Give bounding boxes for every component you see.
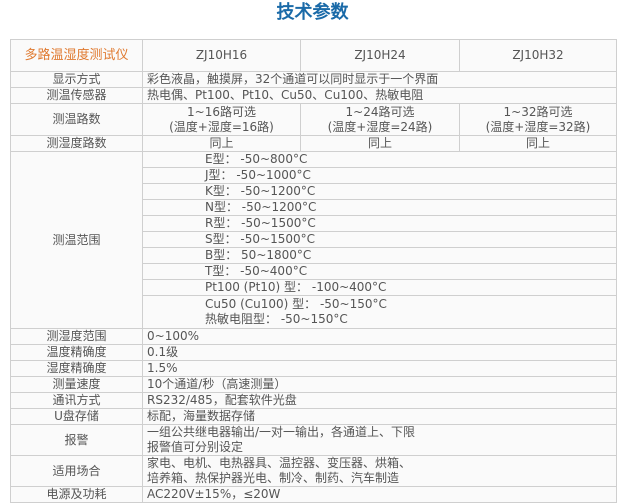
range-item: Cu50 (Cu100) 型： -50~150°C 热敏电阻型： -50~150°… — [142, 295, 617, 329]
range-item: J型： -50~1000°C — [142, 167, 617, 184]
row-value: 10个通道/秒（高速测量） — [142, 376, 617, 393]
row-value: 1~24路可选 (温度+湿度=24路) — [300, 103, 460, 136]
table-row: 测量速度 10个通道/秒（高速测量） — [10, 376, 617, 393]
range-item: N型： -50~1200°C — [142, 199, 617, 216]
row-label: 报警 — [10, 424, 143, 456]
row-label: 测温范围 — [10, 151, 143, 329]
table-row: 报警 一组公共继电器输出/一对一输出，各通道上、下限 报警值可分别设定 — [10, 424, 617, 456]
row-label: 测量速度 — [10, 376, 143, 393]
row-label: 测湿度路数 — [10, 135, 143, 152]
channel-note: (温度+湿度=24路) — [327, 119, 433, 134]
table-row: 测湿度范围 0~100% — [10, 328, 617, 345]
row-value: 0.1级 — [142, 344, 617, 361]
row-value: 彩色液晶，触摸屏，32个通道可以同时显示于一个界面 — [142, 71, 617, 88]
range-line: 热敏电阻型： -50~150°C — [205, 312, 348, 326]
row-label: 电源及功耗 — [10, 486, 143, 503]
header-row: 多路温湿度测试仪 ZJ10H16 ZJ10H24 ZJ10H32 — [10, 39, 617, 72]
range-item: K型： -50~1200°C — [142, 183, 617, 200]
row-label: 显示方式 — [10, 71, 143, 88]
channel-option: 1~24路可选 — [345, 104, 415, 119]
table-row: Cu50 (Cu100) 型： -50~150°C 热敏电阻型： -50~150°… — [11, 295, 617, 329]
row-label: 湿度精确度 — [10, 360, 143, 377]
row-value: AC220V±15%，≤20W — [142, 486, 617, 503]
spec-table: 多路温湿度测试仪 ZJ10H16 ZJ10H24 ZJ10H32 显示方式 彩色液… — [10, 39, 617, 503]
row-value: 热电偶、Pt100、Pt10、Cu50、Cu100、热敏电阻 — [142, 87, 617, 104]
table-row: 适用场合 家电、电机、电热器具、温控器、变压器、烘箱、 培养箱、热保护器光电、制冷、… — [10, 455, 617, 487]
model-2: ZJ10H24 — [300, 39, 460, 72]
range-item: B型： 50~1800°C — [142, 247, 617, 264]
value-line: 一组公共继电器输出/一对一输出，各通道上、下限 — [147, 425, 416, 440]
row-label: 通讯方式 — [10, 392, 143, 409]
range-item: Pt100 (Pt10) 型： -100~400°C — [142, 279, 617, 296]
row-value: 同上 — [142, 135, 301, 152]
row-value: 同上 — [300, 135, 460, 152]
row-label: U盘存储 — [10, 408, 143, 425]
range-item: S型： -50~1500°C — [142, 231, 617, 248]
table-row: S型： -50~1500°C — [11, 231, 617, 248]
table-row: 湿度精确度 1.5% — [10, 360, 617, 377]
range-item: R型： -50~1500°C — [142, 215, 617, 232]
table-row: 测湿度路数 同上 同上 同上 — [10, 135, 617, 152]
table-row: U盘存储 标配，海量数据存储 — [10, 408, 617, 425]
table-row: 温度精确度 0.1级 — [10, 344, 617, 361]
table-row: 电源及功耗 AC220V±15%，≤20W — [10, 486, 617, 503]
row-value: 1.5% — [142, 360, 617, 377]
range-item: E型： -50~800°C — [142, 151, 617, 168]
row-label: 适用场合 — [10, 455, 143, 487]
channel-option: 1~16路可选 — [187, 104, 256, 119]
table-row: 通讯方式 RS232/485，配套软件光盘 — [10, 392, 617, 409]
range-item: T型： -50~400°C — [142, 263, 617, 280]
table-row: 显示方式 彩色液晶，触摸屏，32个通道可以同时显示于一个界面 — [10, 71, 617, 88]
channel-option: 1~32路可选 — [503, 104, 573, 119]
channel-note: (温度+湿度=16路) — [169, 119, 274, 134]
row-value: RS232/485，配套软件光盘 — [142, 392, 617, 409]
row-value: 家电、电机、电热器具、温控器、变压器、烘箱、 培养箱、热保护器光电、制冷、制药、汽… — [142, 455, 617, 487]
row-value: 标配，海量数据存储 — [142, 408, 617, 425]
row-label: 测温传感器 — [10, 87, 143, 104]
channel-note: (温度+湿度=32路) — [485, 119, 591, 134]
row-value: 1~16路可选 (温度+湿度=16路) — [142, 103, 301, 136]
row-value: 同上 — [459, 135, 617, 152]
row-value: 一组公共继电器输出/一对一输出，各通道上、下限 报警值可分别设定 — [142, 424, 617, 456]
row-value: 0~100% — [142, 328, 617, 345]
row-label: 温度精确度 — [10, 344, 143, 361]
product-name: 多路温湿度测试仪 — [10, 39, 143, 72]
model-3: ZJ10H32 — [459, 39, 617, 72]
value-line: 培养箱、热保护器光电、制冷、制药、汽车制造 — [147, 471, 400, 485]
row-label: 测湿度范围 — [10, 328, 143, 345]
table-row: 测温范围 E型： -50~800°C — [10, 151, 617, 329]
page-title: 技术参数 — [276, 2, 349, 23]
model-1: ZJ10H16 — [142, 39, 301, 72]
value-line: 报警值可分别设定 — [147, 440, 244, 454]
table-row: 测温传感器 热电偶、Pt100、Pt10、Cu50、Cu100、热敏电阻 — [10, 87, 617, 104]
row-label: 测温路数 — [10, 103, 143, 136]
range-line: Cu50 (Cu100) 型： -50~150°C — [205, 297, 387, 311]
table-row: 测温路数 1~16路可选 (温度+湿度=16路) 1~24路可选 (温度+湿度=24… — [10, 103, 617, 136]
value-line: 家电、电机、电热器具、温控器、变压器、烘箱、 — [147, 456, 412, 471]
row-value: 1~32路可选 (温度+湿度=32路) — [459, 103, 617, 136]
